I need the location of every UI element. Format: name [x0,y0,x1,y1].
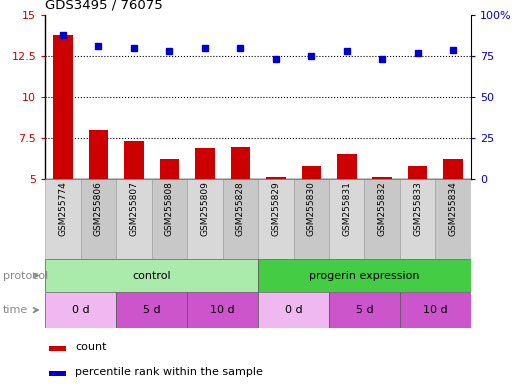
Bar [195,148,214,260]
Bar [400,292,471,328]
Bar [187,179,223,259]
Bar [408,166,427,260]
Bar [152,179,187,259]
Text: control: control [132,270,171,281]
Bar [49,371,66,376]
Text: 10 d: 10 d [423,305,448,315]
Bar [258,179,293,259]
Bar [258,292,329,328]
Bar [329,179,364,259]
Text: 0 d: 0 d [72,305,89,315]
Bar [81,179,116,259]
Text: percentile rank within the sample: percentile rank within the sample [75,367,263,377]
Text: GSM255830: GSM255830 [307,181,316,236]
Text: GSM255834: GSM255834 [449,181,458,236]
Bar [116,179,152,259]
Text: 5 d: 5 d [143,305,161,315]
Text: 10 d: 10 d [210,305,235,315]
Bar [258,259,471,292]
Bar [230,147,250,260]
Bar [45,259,258,292]
Bar [160,159,179,260]
Text: GSM255774: GSM255774 [58,181,67,236]
Text: GSM255832: GSM255832 [378,181,387,236]
Text: time: time [3,305,28,315]
Bar [89,130,108,260]
Bar [45,292,116,328]
Text: GSM255808: GSM255808 [165,181,174,236]
Text: GSM255806: GSM255806 [94,181,103,236]
Bar [329,292,400,328]
Bar [372,177,392,260]
Text: GDS3495 / 76075: GDS3495 / 76075 [45,0,163,12]
Bar [400,179,436,259]
Text: GSM255809: GSM255809 [200,181,209,236]
Bar [293,179,329,259]
Text: GSM255833: GSM255833 [413,181,422,236]
Text: GSM255829: GSM255829 [271,181,280,236]
Bar [45,179,81,259]
Bar [49,346,66,351]
Bar [266,177,286,260]
Bar [436,179,471,259]
Bar [443,159,463,260]
Bar [53,35,73,260]
Bar [302,166,321,260]
Text: protocol: protocol [3,270,48,281]
Bar [223,179,258,259]
Text: GSM255828: GSM255828 [236,181,245,236]
Bar [187,292,258,328]
Text: count: count [75,342,107,352]
Bar [116,292,187,328]
Text: GSM255831: GSM255831 [342,181,351,236]
Text: 5 d: 5 d [356,305,373,315]
Bar [364,179,400,259]
Text: 0 d: 0 d [285,305,302,315]
Text: progerin expression: progerin expression [309,270,420,281]
Text: GSM255807: GSM255807 [129,181,139,236]
Bar [124,141,144,260]
Bar [337,154,357,260]
